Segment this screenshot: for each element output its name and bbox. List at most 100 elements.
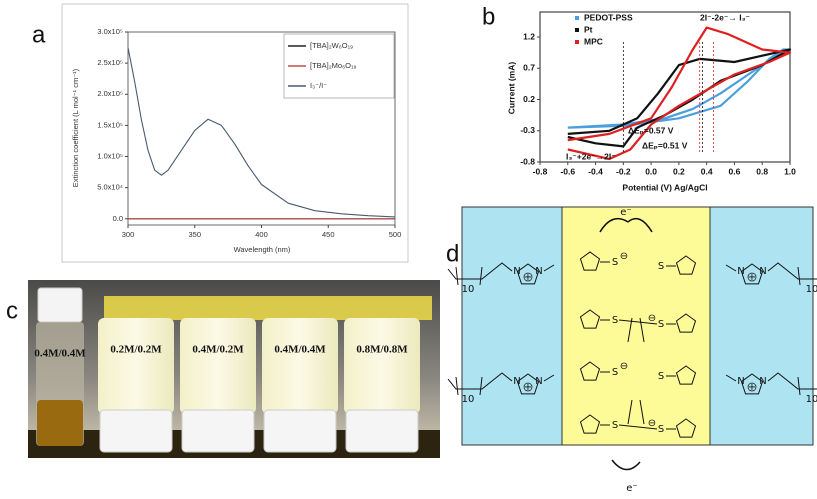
- y-tick-label: 2.0x10⁵: [97, 89, 123, 98]
- alkyl-chain: [767, 262, 817, 280]
- x-tick-label: -0.4: [588, 166, 603, 176]
- y-tick-label: 2.5x10⁵: [97, 58, 123, 67]
- tetrazole-ring: [579, 309, 601, 329]
- legend-swatch: [575, 28, 579, 32]
- anion-charge: ⊖: [620, 361, 628, 372]
- sulfur: S: [658, 261, 664, 272]
- bracket: [455, 266, 483, 286]
- alkyl-chain: [447, 372, 513, 390]
- disulfide-bond: [618, 424, 658, 430]
- vial-label: 0.8M/0.8M: [356, 344, 408, 356]
- y-tick-label: 0.2: [523, 94, 535, 104]
- x-tick-label: 0.6: [729, 166, 741, 176]
- cation-charge: +: [524, 382, 532, 393]
- vial-label: 0.4M/0.4M: [34, 348, 86, 360]
- vial: [180, 318, 256, 414]
- alkyl-chain: [767, 372, 817, 390]
- charge-circle: [523, 382, 533, 392]
- chain-length: 10: [462, 394, 475, 405]
- panel-label: d: [446, 240, 459, 267]
- x-tick-label: 0.2: [673, 166, 685, 176]
- x-tick-label: -0.2: [616, 166, 631, 176]
- sulfur: S: [658, 371, 664, 382]
- bracket: [455, 376, 483, 396]
- chain-length: 10: [806, 394, 817, 405]
- legend-label: [TBA]₂W₆O₁₉: [310, 41, 353, 50]
- methyl: [725, 374, 737, 382]
- photo: 0.4M/0.4M 0.2M/0.2M 0.4M/0.2M 0.4M/0.4M …: [28, 280, 440, 458]
- x-tick-label: -0.8: [533, 166, 548, 176]
- panel-label: c: [6, 297, 18, 324]
- imidazolium-ring: [516, 373, 540, 395]
- y-tick-label: 0.0: [113, 214, 123, 223]
- tetrazole-ring: [579, 251, 601, 271]
- chart-frame: [61, 3, 409, 263]
- disulfide-bond: [618, 319, 658, 325]
- arrow: [627, 217, 653, 233]
- vial: [262, 318, 338, 414]
- y-tick-label: -0.8: [520, 156, 535, 166]
- series-line: [567, 48, 792, 129]
- x-tick-label: 0.8: [756, 166, 768, 176]
- cation-charge: +: [524, 272, 532, 283]
- anion-charge: ⊖: [648, 313, 656, 324]
- tetrazole-ring: [675, 255, 697, 275]
- cation-charge: +: [748, 382, 756, 393]
- methyl: [725, 264, 737, 272]
- sulfur: S: [658, 424, 664, 435]
- ring-atom: N: [737, 376, 744, 387]
- x-tick-label: 350: [188, 230, 201, 239]
- vial-cap: [99, 409, 173, 453]
- tetrazole-ring: [675, 418, 697, 438]
- vial: [344, 318, 420, 414]
- vial-tops: [104, 296, 432, 320]
- electron: e⁻: [620, 207, 631, 218]
- imidazolium-ring: [740, 263, 764, 285]
- sulfur: S: [612, 315, 618, 326]
- y-tick-label: 0.7: [523, 63, 535, 73]
- chart-b: -0.8 -0.6 -0.4 -0.2 0.0 0.2 0.4 0.6 0.8 1.0 -0.8 -0…: [506, 11, 796, 192]
- ring-atom: N: [513, 266, 520, 277]
- charge-circle: [747, 272, 757, 282]
- y-axis-label: Extinction coefficient (L mol⁻¹ cm⁻¹): [71, 68, 80, 187]
- annotation: 2I⁻-2e⁻→ I₃⁻: [700, 12, 750, 22]
- y-tick-label: 3.0x10⁵: [97, 27, 123, 36]
- vial-label: 0.4M/0.2M: [192, 344, 244, 356]
- plot-frame: [539, 11, 791, 163]
- annotation: ΔEₚ=0.51 V: [642, 140, 688, 150]
- series-line: [567, 48, 792, 148]
- imidazolium-ring: [516, 263, 540, 285]
- vial-cap: [181, 409, 255, 453]
- ring-atom: N: [759, 376, 766, 387]
- sulfur: S: [612, 367, 618, 378]
- methyl: [543, 374, 555, 382]
- legend-swatch: [575, 16, 579, 20]
- electrode-right: [709, 206, 814, 446]
- ring-atom: N: [759, 266, 766, 277]
- y-tick-label: 1.0x10⁵: [97, 152, 123, 161]
- ring-atom: N: [535, 266, 542, 277]
- annotation: ΔEₚ=0.57 V: [628, 125, 674, 135]
- x-tick-label: 1.0: [784, 166, 796, 176]
- tetrazole-ring: [579, 361, 601, 381]
- legend-label: PEDOT-PSS: [584, 12, 633, 22]
- panel-label: a: [32, 21, 46, 48]
- y-tick-label: 1.2: [523, 31, 535, 41]
- tetrazole-ring: [675, 313, 697, 333]
- legend-label: [TBA]₂Mo₆O₁₉: [310, 61, 356, 70]
- annotation: I₃⁻+2e⁻→2I⁻: [566, 151, 616, 161]
- ring-atom: N: [535, 376, 542, 387]
- cation-charge: +: [748, 272, 756, 283]
- arrow: [611, 459, 641, 471]
- legend-swatch: [575, 40, 579, 44]
- x-tick-label: 0.0: [645, 166, 657, 176]
- x-axis-label: Wavelength (nm): [234, 245, 291, 254]
- x-tick-label: 300: [122, 230, 135, 239]
- vial-label: 0.2M/0.2M: [110, 344, 162, 356]
- bracket: [797, 376, 801, 396]
- electrode-left: [461, 206, 563, 446]
- y-tick-label: -0.3: [520, 125, 535, 135]
- charge-circle: [747, 382, 757, 392]
